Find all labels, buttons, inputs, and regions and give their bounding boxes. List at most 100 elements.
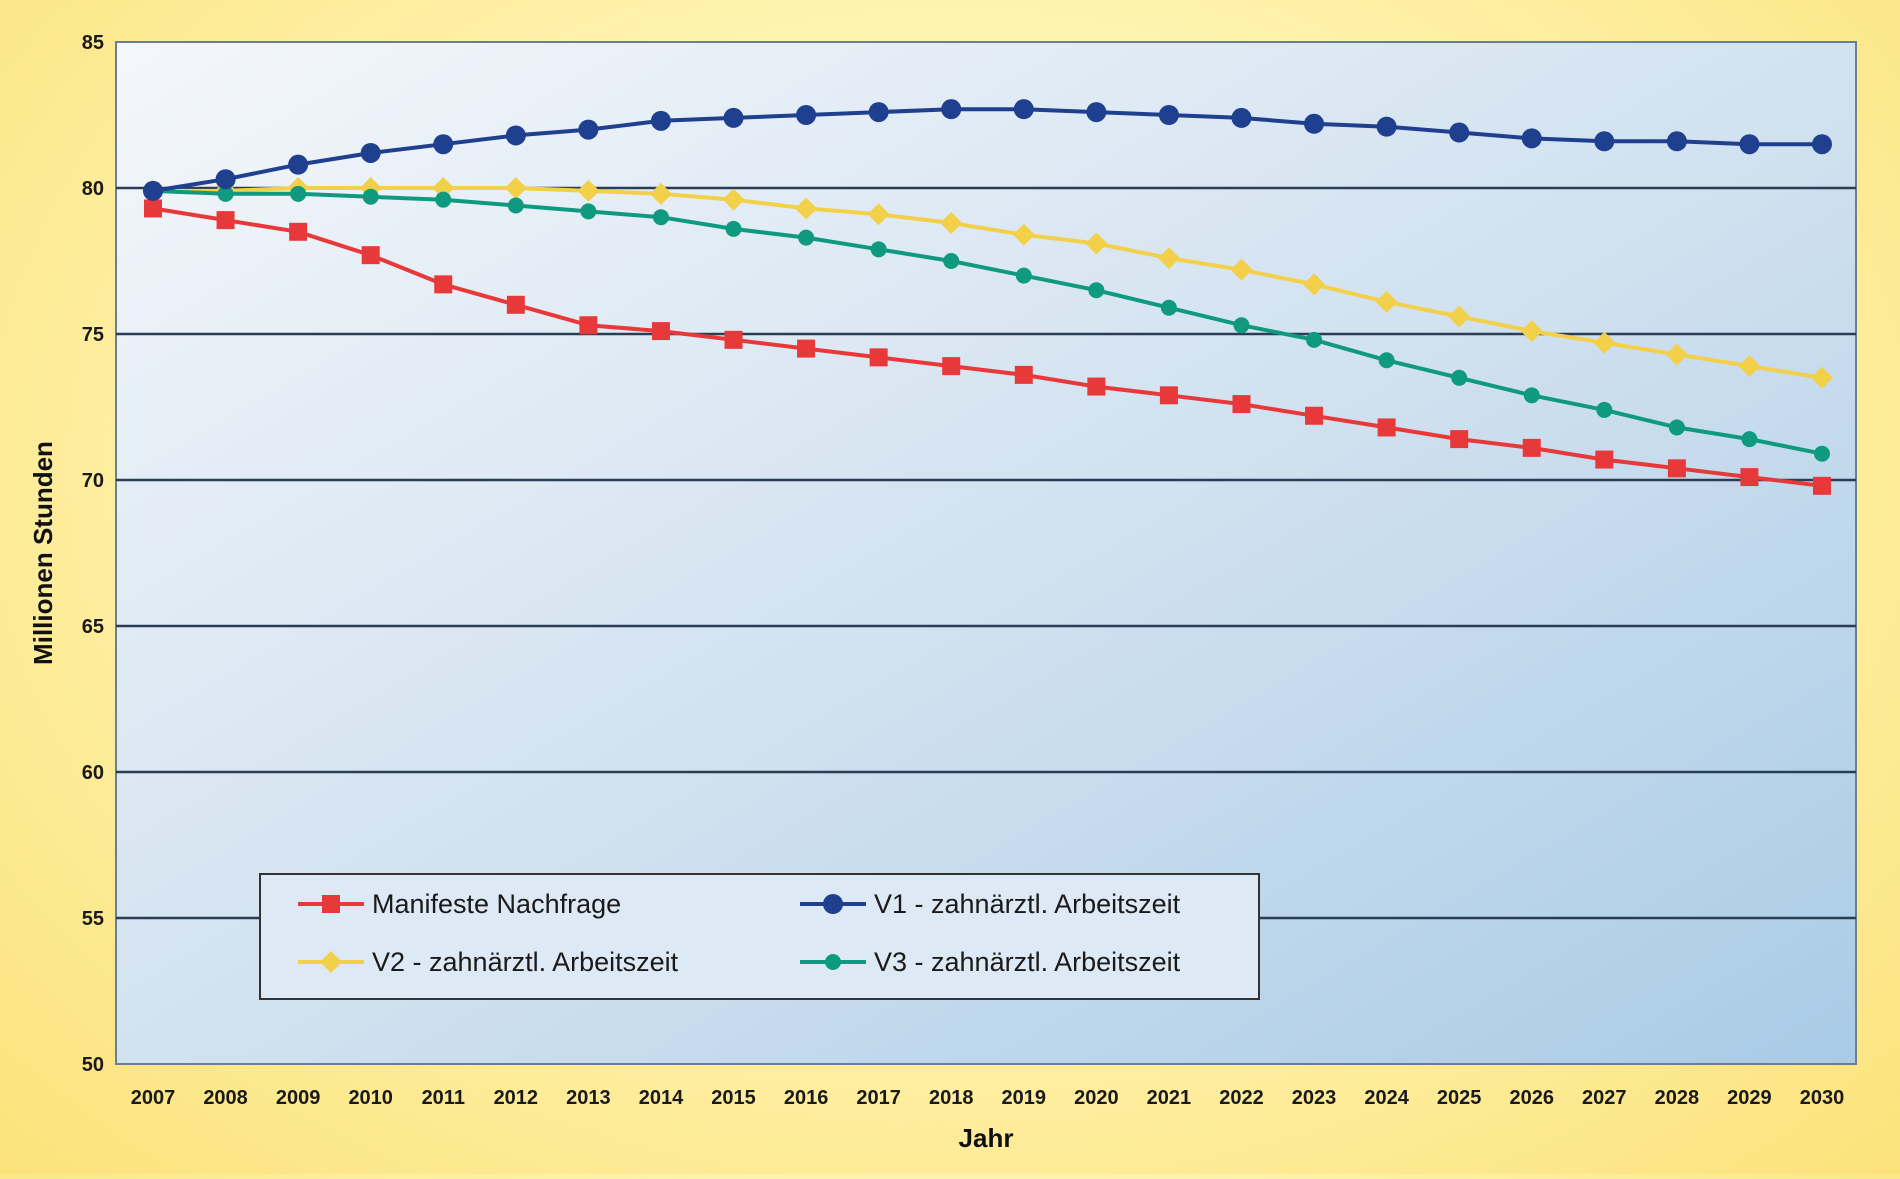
data-point (942, 357, 961, 376)
axes: 50 55 60 65 70 75 80 85 2007 2008 2009 2010 2011 2012… (82, 32, 1845, 1109)
data-point (870, 241, 887, 258)
series-line (153, 186, 1823, 380)
data-point (1521, 128, 1542, 149)
data-point (1157, 247, 1180, 270)
data-point (578, 119, 599, 140)
legend-marker (320, 951, 342, 973)
legend-marker (825, 954, 841, 970)
data-point (1232, 395, 1251, 414)
x-axis-title: Jahr (959, 1123, 1014, 1153)
legend-label: V2 - zahnärztl. Arbeitszeit (372, 947, 679, 977)
x-tick-label: 2025 (1437, 1087, 1482, 1109)
x-tick-label: 2024 (1364, 1087, 1409, 1109)
legend-box (259, 873, 1260, 1000)
data-point (722, 188, 745, 211)
x-tick-label: 2017 (856, 1087, 901, 1109)
data-point (579, 316, 598, 335)
data-point (1013, 99, 1034, 120)
data-point (577, 179, 600, 202)
data-point (650, 110, 671, 131)
data-point (940, 212, 963, 235)
data-point (1376, 116, 1397, 137)
data-point (1303, 273, 1326, 296)
y-tick-label: 70 (82, 470, 104, 492)
data-point (1087, 377, 1106, 396)
series-2 (143, 99, 1832, 201)
data-point (435, 191, 452, 208)
data-point (362, 188, 379, 205)
x-tick-label: 2011 (422, 1087, 465, 1109)
legend-item: V3 - zahnärztl. Arbeitszeit (800, 947, 1181, 977)
data-point (1450, 430, 1469, 449)
series-layer (142, 99, 1833, 495)
data-point (506, 295, 525, 314)
data-point (1813, 476, 1831, 495)
data-point (796, 105, 817, 125)
y-tick-label: 50 (82, 1054, 104, 1076)
x-tick-label: 2023 (1292, 1087, 1337, 1109)
data-point (1740, 468, 1759, 487)
data-point (798, 229, 815, 246)
x-tick-label: 2015 (711, 1087, 756, 1109)
legend-marker (322, 895, 340, 913)
x-tick-label: 2026 (1509, 1087, 1554, 1109)
data-point (143, 180, 163, 201)
data-point (723, 107, 744, 128)
data-point (1811, 366, 1833, 389)
legend-label: V3 - zahnärztl. Arbeitszeit (874, 947, 1181, 977)
data-point (1231, 107, 1252, 128)
data-point (288, 154, 309, 175)
data-point (1158, 105, 1179, 125)
legend: Manifeste Nachfrage V1 - zahnärztl. Arbei… (259, 873, 1260, 1000)
data-point (217, 185, 234, 202)
data-point (1665, 343, 1688, 366)
data-point (580, 203, 597, 220)
data-point (1596, 401, 1613, 418)
data-point (289, 222, 308, 241)
x-tick-label: 2012 (494, 1087, 539, 1109)
data-point (1086, 102, 1107, 123)
data-point (651, 322, 670, 341)
data-point (1666, 131, 1687, 152)
data-point (652, 209, 669, 226)
series-line (152, 206, 1823, 488)
data-point (290, 185, 307, 202)
data-point (216, 211, 235, 230)
x-tick-label: 2020 (1074, 1087, 1119, 1109)
data-point (215, 169, 236, 190)
data-point (507, 197, 524, 214)
data-point (1594, 131, 1615, 152)
y-tick-label: 85 (82, 32, 104, 54)
data-point (1233, 317, 1250, 334)
x-tick-label: 2009 (276, 1087, 321, 1109)
x-tick-label: 2018 (929, 1087, 974, 1109)
data-point (1668, 419, 1685, 436)
data-point (434, 275, 453, 294)
data-point (1448, 305, 1471, 328)
y-tick-label: 75 (82, 324, 104, 346)
data-point (504, 177, 527, 199)
y-tick-label: 55 (82, 908, 104, 930)
data-point (1378, 352, 1395, 369)
data-point (1814, 445, 1830, 462)
data-point (1085, 232, 1108, 255)
data-point (1304, 113, 1325, 134)
data-point (1375, 290, 1398, 313)
data-point (1449, 122, 1470, 143)
data-point (1230, 258, 1253, 281)
data-point (724, 330, 743, 349)
series-line (152, 188, 1823, 456)
series-1 (144, 199, 1831, 495)
data-point (649, 182, 672, 205)
data-point (869, 348, 888, 367)
x-tick-label: 2028 (1655, 1087, 1700, 1109)
data-point (144, 199, 162, 218)
data-point (1595, 450, 1614, 469)
data-point (1739, 134, 1760, 155)
x-tick-label: 2022 (1219, 1087, 1264, 1109)
x-tick-label: 2021 (1147, 1087, 1192, 1109)
data-point (1667, 459, 1686, 478)
data-point (1738, 355, 1761, 378)
data-point (433, 134, 454, 155)
